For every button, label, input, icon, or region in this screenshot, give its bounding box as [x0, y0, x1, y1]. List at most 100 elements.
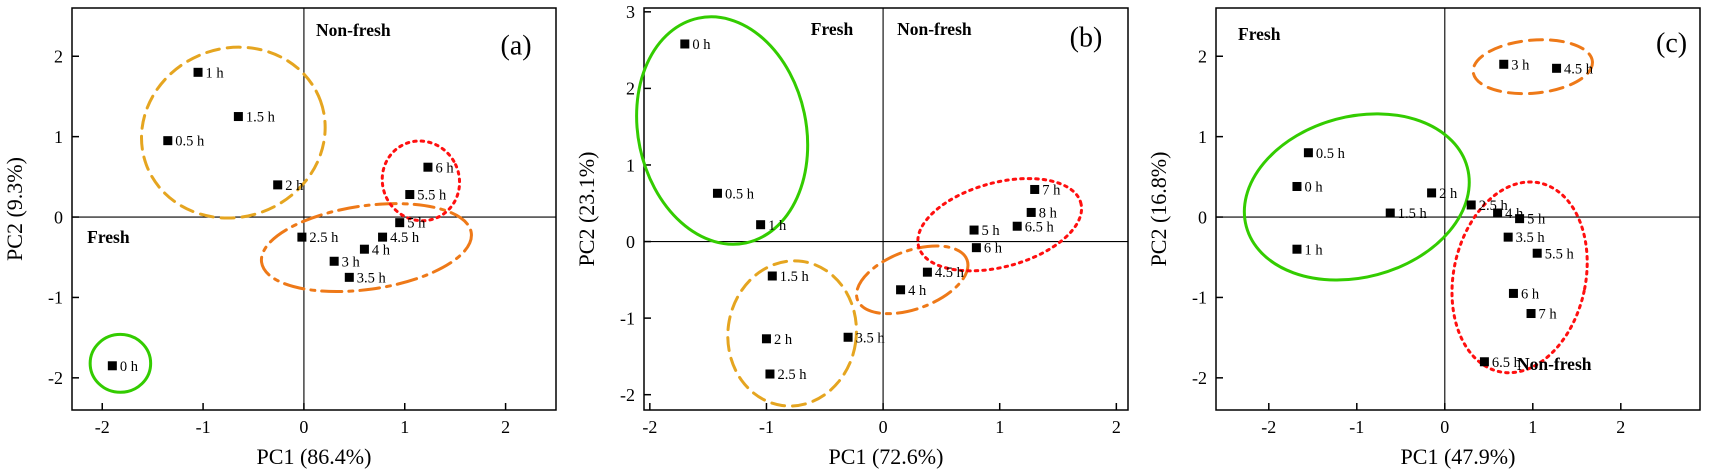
point-label: 0 h [120, 359, 139, 375]
data-point [1532, 248, 1542, 258]
point-label: 4.5 h [390, 230, 420, 246]
point-label: 0.5 h [175, 134, 205, 150]
x-axis-label: PC1 (47.9%) [1401, 444, 1516, 469]
x-tick-label: -2 [642, 417, 657, 437]
data-point [1026, 207, 1036, 217]
data-point [1493, 208, 1503, 218]
data-point [297, 232, 307, 242]
y-tick-label: 3 [626, 2, 635, 22]
data-point [107, 361, 117, 371]
y-tick-label: 1 [54, 127, 63, 147]
x-tick-label: -2 [95, 417, 110, 437]
quadrant-annotation: Non-fresh [1517, 354, 1592, 374]
point-label: 3 h [1511, 57, 1530, 73]
point-label: 2 h [774, 332, 793, 348]
data-point [712, 188, 722, 198]
data-point [1466, 200, 1476, 210]
data-point [405, 190, 415, 200]
x-tick-label: 2 [1616, 417, 1625, 437]
data-point [896, 285, 906, 295]
x-tick-label: -1 [196, 417, 211, 437]
data-point [843, 332, 853, 342]
x-tick-label: 2 [501, 417, 510, 437]
y-tick-label: 0 [1198, 207, 1207, 227]
point-label: 5 h [982, 223, 1001, 239]
point-label: 1.5 h [246, 110, 276, 126]
data-point [1303, 148, 1313, 158]
data-point [395, 218, 405, 228]
cluster-ellipse-early [140, 45, 327, 220]
data-point [1030, 184, 1040, 194]
data-point [1292, 244, 1302, 254]
x-tick-label: 0 [299, 417, 308, 437]
cluster-ellipse-fresh [1242, 112, 1471, 282]
cluster-ellipse-mid [855, 244, 970, 316]
x-tick-label: 0 [879, 417, 888, 437]
point-label: 7 h [1042, 183, 1061, 199]
quadrant-annotation: Non-fresh [897, 19, 972, 39]
y-tick-label: -2 [1192, 368, 1207, 388]
point-label: 0.5 h [725, 186, 755, 202]
data-point [1503, 232, 1513, 242]
y-tick-label: -2 [48, 368, 63, 388]
point-label: 3.5 h [357, 270, 387, 286]
data-point [680, 39, 690, 49]
x-tick-label: 1 [400, 417, 409, 437]
data-point [756, 220, 766, 230]
x-tick-label: 1 [1528, 417, 1537, 437]
point-label: 4.5 h [1564, 61, 1594, 77]
point-label: 6 h [435, 160, 454, 176]
y-tick-label: 0 [626, 232, 635, 252]
y-tick-label: 2 [626, 79, 635, 99]
point-label: 1 h [206, 65, 225, 81]
cluster-ellipse-late [380, 139, 462, 223]
panel-letter: (a) [501, 31, 532, 62]
data-point [359, 244, 369, 254]
cluster-ellipse-mid [259, 202, 473, 294]
pca-panel-a: -2 -1 0 1 2 -2 -1 0 1 2 PC1 (86.4%) PC2 (9.3%) 0 h 0.… [2, 7, 557, 469]
x-tick-label: 0 [1440, 417, 1449, 437]
data-point [1479, 357, 1489, 367]
point-label: 4 h [908, 283, 927, 299]
data-point [378, 232, 388, 242]
data-point [1515, 214, 1525, 224]
data-point [1385, 208, 1395, 218]
point-label: 4 h [372, 242, 391, 258]
point-label: 7 h [1539, 307, 1558, 323]
quadrant-annotation: Fresh [87, 227, 130, 247]
point-label: 2 h [285, 178, 304, 194]
y-axis-label: PC2 (23.1%) [574, 152, 599, 267]
point-label: 0 h [692, 37, 711, 53]
point-label: 2.5 h [777, 367, 807, 383]
data-point [1499, 59, 1509, 69]
point-label: 5.5 h [417, 188, 447, 204]
data-point [1508, 288, 1518, 298]
cluster-ellipse-late [1450, 180, 1589, 375]
data-point [765, 369, 775, 379]
data-point [329, 256, 339, 266]
point-label: 3.5 h [1516, 230, 1546, 246]
y-axis-label: PC2 (9.3%) [2, 157, 27, 261]
point-label: 4.5 h [935, 265, 965, 281]
y-axis-label: PC2 (16.8%) [1146, 152, 1171, 267]
data-point [971, 243, 981, 253]
y-tick-label: 2 [1198, 47, 1207, 67]
x-tick-label: 2 [1112, 417, 1121, 437]
plot-frame [643, 7, 1129, 411]
point-label: 8 h [1039, 206, 1058, 222]
data-point [193, 67, 203, 77]
cluster-ellipse-fresh [88, 332, 153, 394]
quadrant-annotation: Non-fresh [316, 20, 391, 40]
plot-frame [1215, 7, 1701, 411]
y-tick-label: -1 [48, 288, 63, 308]
data-point [1427, 188, 1437, 198]
plot-frame [71, 7, 557, 411]
point-label: 1.5 h [1398, 206, 1428, 222]
data-point [1526, 309, 1536, 319]
data-point [767, 271, 777, 281]
point-label: 3.5 h [856, 330, 886, 346]
x-tick-label: -1 [1349, 417, 1364, 437]
point-label: 1 h [1304, 242, 1323, 258]
data-point [344, 272, 354, 282]
data-point [1292, 181, 1302, 191]
